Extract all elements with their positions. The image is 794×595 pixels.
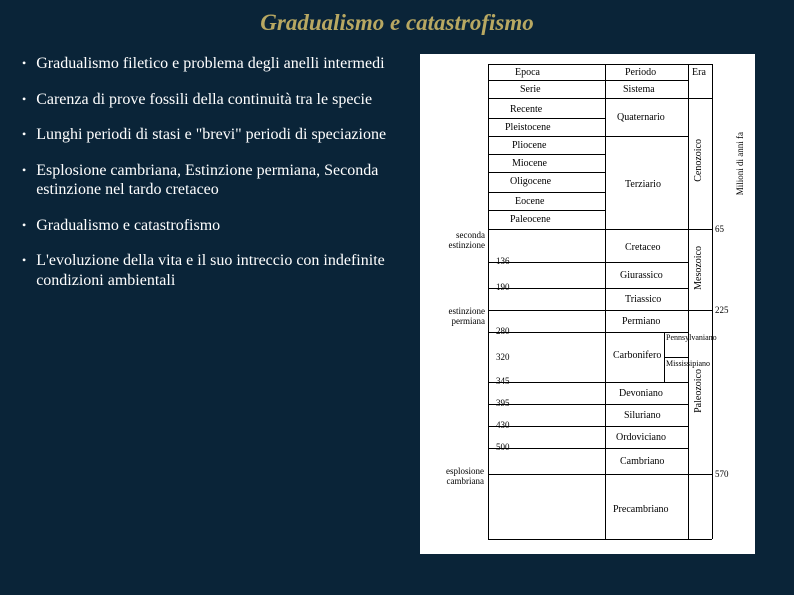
age-number: 65	[715, 224, 724, 234]
table-hline	[664, 357, 688, 358]
list-item: • Esplosione cambriana, Estinzione permia…	[20, 161, 412, 200]
bullet-dot: •	[22, 90, 26, 110]
period-label: Cretaceo	[625, 242, 661, 253]
event-label: seconda estinzione	[430, 230, 485, 250]
axis-label: Milioni di anni fa	[735, 132, 745, 195]
subperiod-label: Pennsylvaniano	[666, 334, 717, 342]
bullet-text: Esplosione cambriana, Estinzione permian…	[36, 161, 412, 200]
list-item: • Lunghi periodi di stasi e "brevi" perio…	[20, 125, 412, 145]
geological-timescale: Epoca Periodo Era Serie Sistema Recente …	[420, 54, 755, 554]
period-label: Ordoviciano	[616, 432, 666, 443]
period-label: Triassico	[625, 294, 661, 305]
bullet-dot: •	[22, 125, 26, 145]
table-hline	[488, 332, 688, 333]
period-label: Carbonifero	[613, 350, 661, 361]
table-hline	[488, 172, 605, 173]
bullet-dot: •	[22, 216, 26, 236]
period-label: Giurassico	[620, 270, 663, 281]
period-label: Precambriano	[613, 504, 669, 515]
col-header: Era	[692, 67, 706, 78]
table-hline	[488, 474, 712, 475]
period-label: Siluriano	[624, 410, 661, 421]
table-hline	[488, 426, 688, 427]
table-hline	[488, 404, 688, 405]
list-item: • Carenza di prove fossili della continui…	[20, 90, 412, 110]
epoch-label: Paleocene	[510, 214, 551, 225]
table-hline	[488, 288, 688, 289]
table-hline	[488, 210, 605, 211]
table-hline	[488, 80, 688, 81]
event-label: esplosione cambriana	[426, 466, 484, 486]
event-label: estinzione permiana	[430, 306, 485, 326]
age-number: 320	[496, 352, 510, 362]
table-hline	[488, 262, 688, 263]
age-number: 136	[496, 256, 510, 266]
table-hline	[488, 229, 712, 230]
bullet-text: Lunghi periodi di stasi e "brevi" period…	[36, 125, 386, 145]
period-label: Devoniano	[619, 388, 663, 399]
table-hline	[488, 118, 605, 119]
age-number: 345	[496, 376, 510, 386]
col-header: Epoca	[515, 67, 540, 78]
table-hline	[488, 98, 712, 99]
table-hline	[488, 136, 688, 137]
period-label: Terziario	[625, 179, 661, 190]
period-label: Cambriano	[620, 456, 664, 467]
bullet-dot: •	[22, 161, 26, 200]
table-hline	[488, 310, 712, 311]
age-number: 280	[496, 326, 510, 336]
epoch-label: Pliocene	[512, 140, 546, 151]
table-hline	[488, 382, 688, 383]
bullet-dot: •	[22, 54, 26, 74]
era-label: Paleozoico	[693, 369, 704, 413]
slide-content: • Gradualismo filetico e problema degli a…	[0, 54, 794, 554]
table-hline	[488, 154, 605, 155]
bullet-list: • Gradualismo filetico e problema degli a…	[20, 54, 420, 554]
table-hline	[488, 64, 712, 65]
table-hline	[488, 448, 688, 449]
bullet-dot: •	[22, 251, 26, 290]
age-number: 500	[496, 442, 510, 452]
age-number: 190	[496, 282, 510, 292]
epoch-label: Eocene	[515, 196, 544, 207]
list-item: • L'evoluzione della vita e il suo intrec…	[20, 251, 412, 290]
table-hline	[488, 539, 712, 540]
period-label: Quaternario	[617, 112, 665, 123]
era-label: Cenozoico	[693, 139, 704, 182]
era-label: Mesozoico	[693, 246, 704, 290]
epoch-label: Recente	[510, 104, 542, 115]
list-item: • Gradualismo e catastrofismo	[20, 216, 412, 236]
bullet-text: L'evoluzione della vita e il suo intrecc…	[36, 251, 412, 290]
age-number: 570	[715, 469, 729, 479]
col-header: Sistema	[623, 84, 655, 95]
slide-title: Gradualismo e catastrofismo	[0, 0, 794, 54]
period-label: Permiano	[622, 316, 660, 327]
table-vline	[688, 64, 689, 539]
list-item: • Gradualismo filetico e problema degli a…	[20, 54, 412, 74]
col-header: Serie	[520, 84, 541, 95]
epoch-label: Miocene	[512, 158, 547, 169]
epoch-label: Oligocene	[510, 176, 551, 187]
age-number: 395	[496, 398, 510, 408]
table-hline	[488, 192, 605, 193]
bullet-text: Gradualismo e catastrofismo	[36, 216, 220, 236]
col-header: Periodo	[625, 67, 656, 78]
bullet-text: Carenza di prove fossili della continuit…	[36, 90, 372, 110]
subperiod-label: Mississipiano	[666, 360, 710, 368]
age-number: 430	[496, 420, 510, 430]
age-number: 225	[715, 305, 729, 315]
table-vline	[712, 64, 713, 539]
epoch-label: Pleistocene	[505, 122, 551, 133]
bullet-text: Gradualismo filetico e problema degli an…	[36, 54, 384, 74]
